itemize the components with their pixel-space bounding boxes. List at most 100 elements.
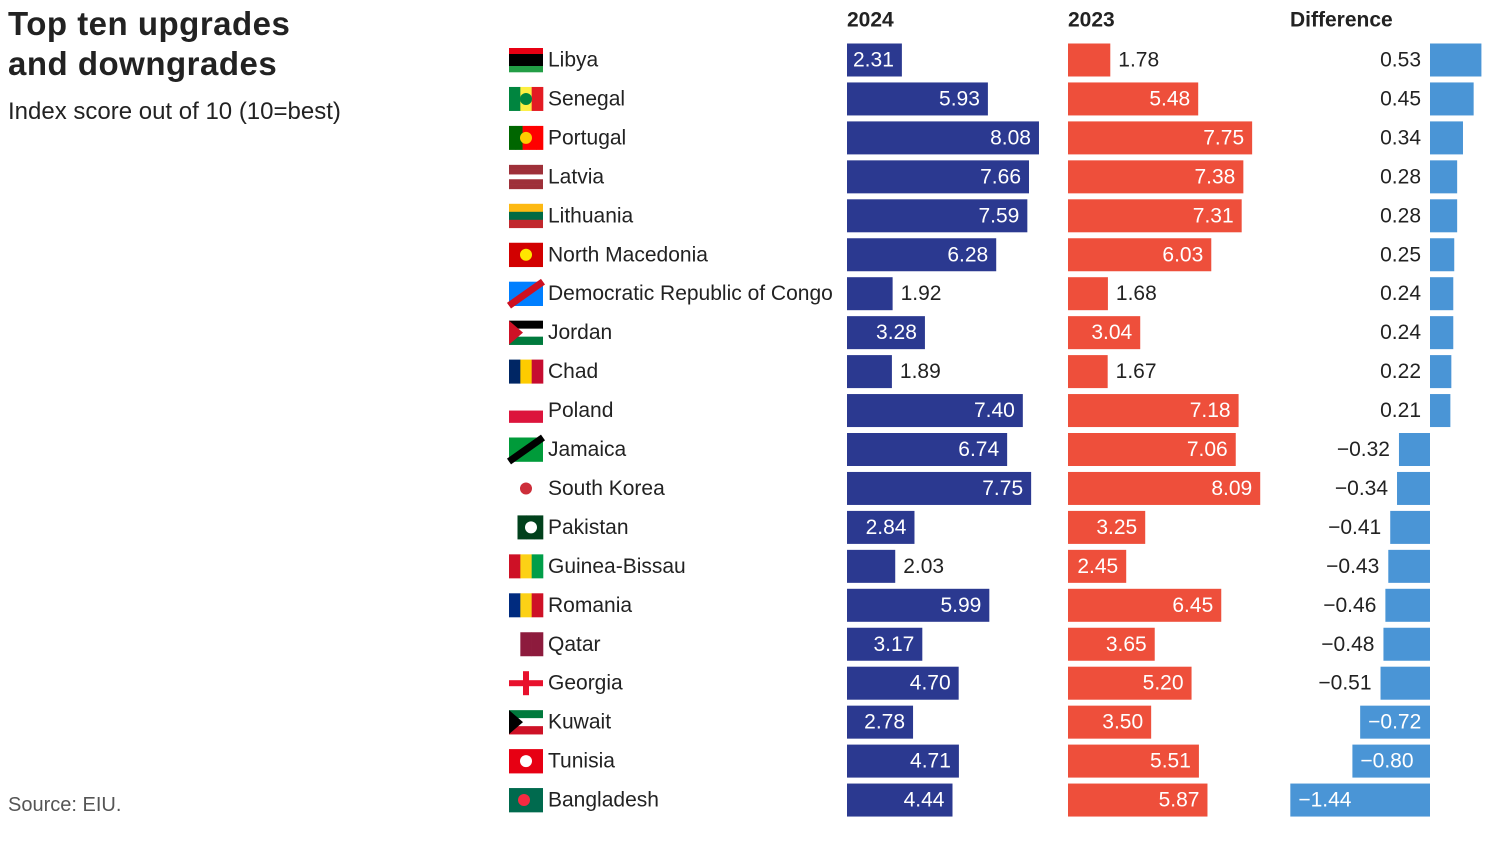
flag-emblem bbox=[520, 92, 532, 105]
value-label: −0.72 bbox=[1368, 711, 1421, 734]
country-label: Chad bbox=[548, 360, 598, 383]
flag-stripe bbox=[509, 336, 543, 345]
bar bbox=[1068, 121, 1253, 155]
flag-stripe bbox=[509, 60, 543, 67]
bar bbox=[1388, 549, 1430, 583]
country-label: Romania bbox=[548, 594, 632, 617]
flag-stripe bbox=[509, 632, 521, 657]
value-label: 7.06 bbox=[1187, 438, 1228, 461]
value-label: −0.32 bbox=[1337, 438, 1390, 461]
flag-stripe bbox=[509, 66, 543, 73]
value-label: −0.80 bbox=[1360, 750, 1413, 773]
bar bbox=[1068, 199, 1242, 233]
flag-stripe bbox=[520, 632, 532, 657]
flag bbox=[506, 278, 546, 309]
value-label: −0.43 bbox=[1326, 555, 1379, 578]
flag-stripe bbox=[509, 410, 543, 423]
chart-subtitle: Index score out of 10 (10=best) bbox=[8, 98, 341, 125]
value-label: 7.31 bbox=[1193, 204, 1234, 227]
bar bbox=[1430, 82, 1474, 116]
flag-stripe bbox=[509, 184, 543, 190]
bar bbox=[1068, 394, 1239, 428]
bar bbox=[847, 433, 1008, 466]
flag-stripe bbox=[509, 515, 518, 540]
flag-stripe bbox=[515, 125, 523, 150]
flag-emblem bbox=[525, 521, 537, 534]
bar bbox=[1068, 316, 1141, 350]
value-label: 8.08 bbox=[990, 126, 1031, 149]
value-label: 1.67 bbox=[1116, 360, 1157, 383]
value-label: 0.22 bbox=[1380, 360, 1421, 383]
value-label: 2.03 bbox=[903, 555, 944, 578]
value-label: 4.44 bbox=[904, 789, 945, 812]
flag-stripe bbox=[520, 359, 532, 384]
country-label: Georgia bbox=[548, 672, 623, 695]
bar bbox=[1360, 705, 1430, 739]
flag-stripe bbox=[509, 726, 543, 735]
bar bbox=[847, 549, 896, 583]
flag-stripe bbox=[509, 169, 543, 175]
value-label: 5.93 bbox=[939, 87, 980, 110]
bar bbox=[1380, 666, 1430, 700]
value-label: 1.89 bbox=[900, 360, 941, 383]
flag-stripe bbox=[509, 54, 543, 61]
flag-triangle bbox=[509, 320, 523, 345]
chart-title: Top ten upgrades and downgrades bbox=[8, 5, 291, 82]
value-label: 6.45 bbox=[1172, 594, 1213, 617]
column-header: 2024 bbox=[847, 9, 894, 32]
flag bbox=[509, 515, 544, 540]
flag bbox=[509, 242, 543, 268]
bar bbox=[1068, 238, 1212, 272]
flag-stripe bbox=[520, 554, 532, 579]
bar bbox=[847, 705, 914, 739]
bar bbox=[1397, 471, 1430, 505]
bar bbox=[1430, 121, 1463, 155]
bar bbox=[1068, 510, 1146, 544]
bar bbox=[1068, 588, 1222, 622]
country-label: Jordan bbox=[548, 321, 612, 344]
country-label: Latvia bbox=[548, 165, 604, 188]
value-label: −0.34 bbox=[1335, 477, 1388, 500]
value-label: 0.21 bbox=[1380, 399, 1421, 422]
value-label: 5.87 bbox=[1159, 789, 1200, 812]
value-label: 2.84 bbox=[866, 516, 907, 539]
country-label: Kuwait bbox=[548, 711, 611, 734]
country-label: Senegal bbox=[548, 87, 625, 110]
bar bbox=[1390, 510, 1430, 544]
value-label: −0.41 bbox=[1328, 516, 1381, 539]
value-label: 1.68 bbox=[1116, 282, 1157, 305]
flag bbox=[509, 320, 543, 345]
bar bbox=[1068, 783, 1208, 817]
value-label: −0.48 bbox=[1321, 633, 1374, 656]
bar bbox=[847, 783, 953, 817]
bar bbox=[1068, 549, 1127, 583]
flag-stripe bbox=[509, 718, 543, 727]
bar bbox=[847, 160, 1030, 194]
bar bbox=[847, 510, 915, 544]
flag bbox=[509, 671, 543, 696]
flag bbox=[509, 164, 543, 190]
value-label: 7.75 bbox=[1203, 126, 1244, 149]
value-label: 6.74 bbox=[958, 438, 999, 461]
flag bbox=[509, 359, 544, 384]
flag-stripe bbox=[509, 710, 543, 719]
bar bbox=[1068, 160, 1244, 194]
value-label: 0.34 bbox=[1380, 126, 1421, 149]
bar bbox=[847, 588, 990, 622]
value-label: 2.78 bbox=[864, 711, 905, 734]
flag-stripe bbox=[536, 125, 544, 150]
country-label: Qatar bbox=[548, 633, 601, 656]
bar bbox=[1430, 238, 1455, 272]
bar bbox=[1398, 433, 1430, 466]
flag bbox=[509, 125, 544, 150]
country-label: Bangladesh bbox=[548, 789, 659, 812]
value-label: 1.78 bbox=[1118, 49, 1159, 72]
country-label: Poland bbox=[548, 399, 613, 422]
value-label: 7.38 bbox=[1194, 165, 1235, 188]
value-label: 3.17 bbox=[873, 633, 914, 656]
bar bbox=[1068, 627, 1155, 661]
flag-stripe bbox=[529, 125, 537, 150]
country-label: Jamaica bbox=[548, 438, 627, 461]
value-label: 4.70 bbox=[910, 672, 951, 695]
